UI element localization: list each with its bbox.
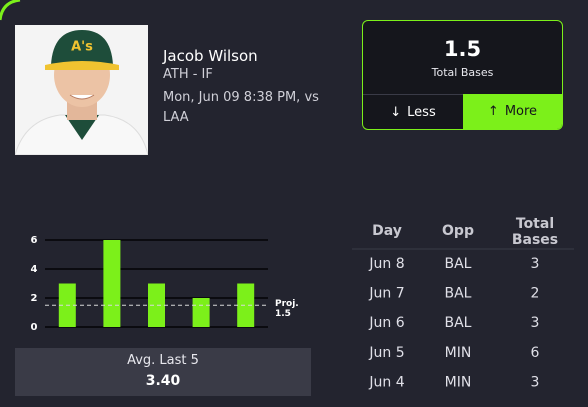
pick-card: 1.5 Total Bases ↓ Less ↑ More xyxy=(362,20,563,130)
svg-text:A's: A's xyxy=(71,40,93,55)
y-tick-label: 2 xyxy=(31,293,38,304)
line-value: 1.5 xyxy=(443,37,482,61)
player-photo: A's xyxy=(15,25,148,155)
y-tick-label: 6 xyxy=(31,235,38,246)
more-button[interactable]: ↑ More xyxy=(463,94,562,129)
less-label: Less xyxy=(407,104,436,120)
projection-label: Proj. xyxy=(275,299,299,309)
table-cell: Jun 4 xyxy=(368,374,404,390)
table-cell: Jun 5 xyxy=(368,345,404,361)
bar xyxy=(237,283,255,327)
bar xyxy=(148,283,165,327)
game-info: Mon, Jun 09 8:38 PM, vs LAA xyxy=(163,90,319,125)
average-label: Avg. Last 5 xyxy=(127,353,199,368)
y-tick-label: 4 xyxy=(31,264,38,275)
table-cell: Jun 6 xyxy=(368,315,404,331)
player-team: ATH - IF xyxy=(163,67,213,82)
y-tick-label: 0 xyxy=(31,322,38,333)
table-cell: BAL xyxy=(445,256,472,272)
projection-value: 1.5 xyxy=(275,309,291,319)
bar xyxy=(103,240,121,327)
table-cell: 2 xyxy=(531,286,540,302)
table-cell: MIN xyxy=(445,374,472,390)
table-cell: 3 xyxy=(531,374,540,390)
table-cell: 3 xyxy=(531,256,540,272)
column-header: Opp xyxy=(442,223,474,239)
chart: 0 2 4 6 Proj.1.5 xyxy=(31,235,299,333)
arrow: ↓ xyxy=(390,104,402,120)
table-cell: MIN xyxy=(445,345,472,361)
accent xyxy=(0,0,21,21)
arrow: ↑ xyxy=(487,104,499,119)
column-header: Total Bases xyxy=(512,216,558,248)
table-cell: Jun 8 xyxy=(368,256,404,272)
line-stat: Total Bases xyxy=(431,66,494,79)
table-cell: 3 xyxy=(531,315,540,331)
table-cell: BAL xyxy=(445,286,472,302)
table-cell: 6 xyxy=(531,345,540,361)
more-label: More xyxy=(504,104,538,119)
table-cell: Jun 7 xyxy=(368,286,404,302)
bar xyxy=(192,298,210,327)
player-name: Jacob Wilson xyxy=(163,47,258,65)
game-log-table: Day Opp Total Bases Jun 8 BAL 3 Jun 7 BAL 2 Jun 6 B… xyxy=(352,216,574,390)
average-box: Avg. Last 5 3.40 xyxy=(15,348,311,396)
table-cell: BAL xyxy=(445,315,472,331)
average-value: 3.40 xyxy=(145,373,181,389)
less-button[interactable]: ↓ Less xyxy=(363,94,464,129)
column-header: Day xyxy=(372,223,402,239)
